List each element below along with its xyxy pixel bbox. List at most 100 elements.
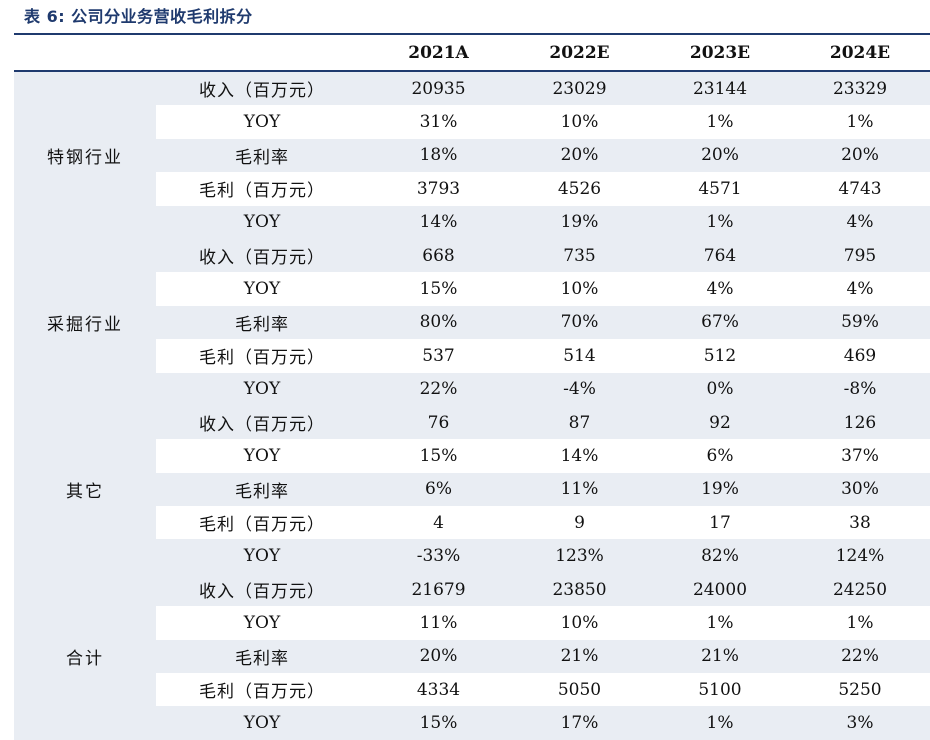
value-cell: 82% (650, 539, 790, 573)
metric-label: 毛利率 (156, 305, 368, 340)
table-row: 其它 收入（百万元） 76 87 92 126 (14, 405, 930, 573)
value-cell: 21% (509, 639, 650, 674)
metric-label: 收入（百万元） (156, 238, 368, 273)
table-row: 毛利（百万元） 537 514 512 469 (14, 339, 930, 372)
value-cell: 21% (650, 639, 790, 674)
value-cell: 80% (368, 305, 509, 340)
metric-label: 毛利（百万元） (199, 348, 325, 369)
table-row: YOY 14% 19% 1% 4% (14, 205, 930, 239)
metric-label: YOY (243, 112, 281, 133)
value-cell: 23144 (650, 71, 790, 106)
metric-label: YOY (156, 372, 368, 406)
value-cell: 6% (706, 445, 734, 466)
value-cell: 22% (368, 372, 509, 406)
value-cell: 11% (509, 472, 650, 507)
value-cell: 31% (419, 112, 458, 133)
metric-label: YOY (156, 205, 368, 239)
metric-label: 收入（百万元） (156, 572, 368, 607)
value-cell: 67% (650, 305, 790, 340)
value-cell: 735 (509, 238, 650, 273)
value-cell: 70% (509, 305, 650, 340)
value-cell: 18% (368, 138, 509, 173)
value-cell: 124% (790, 539, 930, 573)
value-cell: 4571 (698, 178, 742, 199)
value-cell: -8% (790, 372, 930, 406)
metric-label: 毛利率 (156, 639, 368, 674)
header-blank (14, 33, 156, 72)
value-cell: 15% (419, 445, 458, 466)
metric-label: YOY (156, 706, 368, 740)
table-row: YOY 22% -4% 0% -8% (14, 372, 930, 406)
value-cell: 5100 (698, 679, 742, 700)
table-row: 毛利（百万元） 4334 5050 5100 5250 (14, 673, 930, 706)
value-cell: 38 (849, 512, 871, 533)
table-row: YOY -33% 123% 82% 124% (14, 539, 930, 573)
metric-label: 毛利（百万元） (199, 682, 325, 703)
header-year: 2022E (509, 33, 650, 72)
value-cell: 15% (368, 706, 509, 740)
value-cell: 9 (574, 512, 585, 533)
metric-label: 收入（百万元） (156, 71, 368, 106)
value-cell: 14% (560, 445, 599, 466)
value-cell: 23029 (509, 71, 650, 106)
table-row: 毛利（百万元） 3793 4526 4571 4743 (14, 172, 930, 205)
value-cell: -4% (509, 372, 650, 406)
value-cell: 4526 (557, 178, 602, 199)
value-cell: 0% (650, 372, 790, 406)
value-cell: 17% (509, 706, 650, 740)
value-cell: 10% (560, 279, 599, 300)
value-cell: 1% (706, 612, 734, 633)
metric-label: YOY (243, 445, 281, 466)
value-cell: 21679 (368, 572, 509, 607)
value-cell: 76 (368, 405, 509, 440)
table-body: 特钢行业 收入（百万元） 20935 23029 23144 23329 YOY 31% 10%… (14, 71, 930, 740)
value-cell: 6% (368, 472, 509, 507)
table-row: YOY 31% 10% 1% 1% (14, 105, 930, 138)
table-row: YOY 15% 10% 4% 4% (14, 272, 930, 305)
value-cell: 1% (650, 205, 790, 239)
metric-label: 收入（百万元） (156, 405, 368, 440)
value-cell: 4 (433, 512, 444, 533)
segment-label: 其它 (14, 405, 156, 573)
table-row: YOY 11% 10% 1% 1% (14, 606, 930, 639)
value-cell: 23329 (790, 71, 930, 106)
segment-label: 合计 (14, 572, 156, 740)
value-cell: 20% (790, 138, 930, 173)
table-row: 毛利率 20% 21% 21% 22% (14, 639, 930, 674)
value-cell: 37% (841, 445, 879, 466)
metric-label: 毛利（百万元） (199, 515, 325, 536)
value-cell: 24250 (790, 572, 930, 607)
metric-label: 毛利率 (156, 472, 368, 507)
header-row: 2021A 2022E 2023E 2024E (14, 33, 930, 72)
value-cell: 764 (650, 238, 790, 273)
value-cell: 668 (368, 238, 509, 273)
table-row: 采掘行业 收入（百万元） 668 735 764 795 (14, 238, 930, 406)
value-cell: 30% (790, 472, 930, 507)
value-cell: 1% (650, 706, 790, 740)
value-cell: 4743 (838, 178, 882, 199)
metric-label: 毛利（百万元） (199, 181, 325, 202)
value-cell: 1% (706, 112, 734, 133)
value-cell: 92 (650, 405, 790, 440)
header-blank-metric (156, 33, 368, 72)
value-cell: -33% (368, 539, 509, 573)
value-cell: 469 (843, 345, 877, 366)
business-breakdown-table: 2021A 2022E 2023E 2024E 特钢行业 收入（百万元） 20935… (14, 33, 930, 740)
header-year: 2023E (650, 33, 790, 72)
value-cell: 87 (509, 405, 650, 440)
table-row: 合计 收入（百万元） 21679 23850 24000 24250 (14, 572, 930, 740)
value-cell: 512 (703, 345, 737, 366)
value-cell: 126 (790, 405, 930, 440)
value-cell: 4% (706, 279, 734, 300)
value-cell: 19% (509, 205, 650, 239)
table-container: 2021A 2022E 2023E 2024E 特钢行业 收入（百万元） 20935… (14, 33, 930, 740)
value-cell: 3% (790, 706, 930, 740)
value-cell: 23850 (509, 572, 650, 607)
value-cell: 5050 (557, 679, 602, 700)
value-cell: 14% (368, 205, 509, 239)
metric-label: 毛利率 (156, 138, 368, 173)
value-cell: 4% (846, 279, 874, 300)
value-cell: 15% (419, 279, 458, 300)
value-cell: 22% (790, 639, 930, 674)
table-caption: 表 6: 公司分业务营收毛利拆分 (24, 7, 253, 26)
